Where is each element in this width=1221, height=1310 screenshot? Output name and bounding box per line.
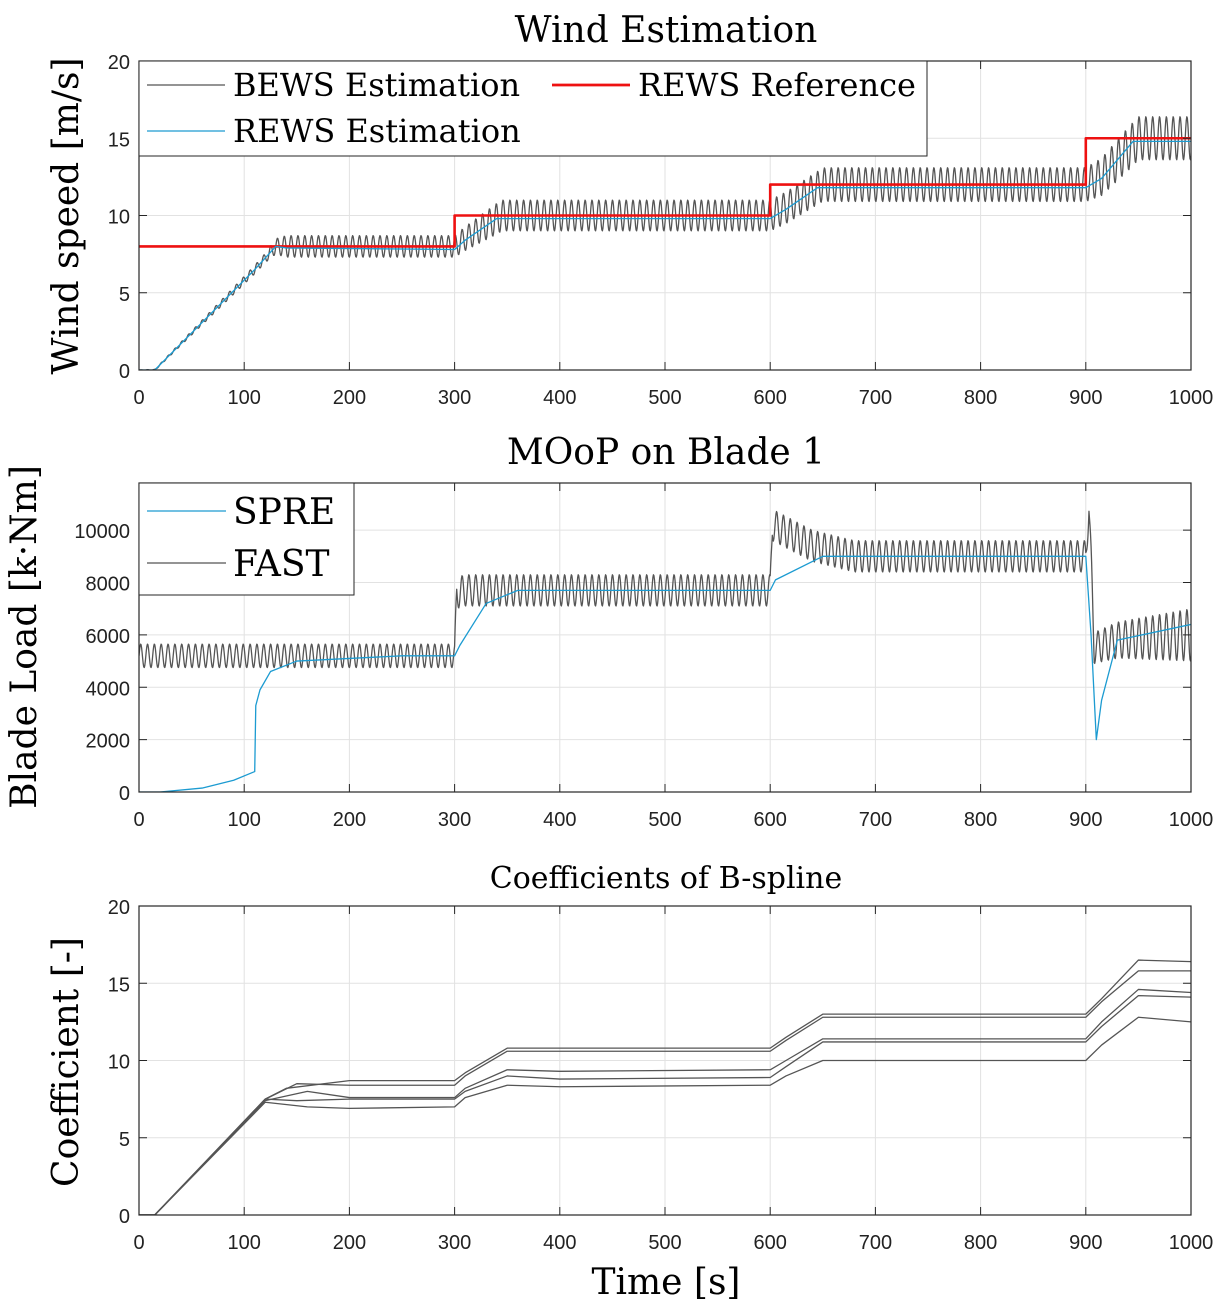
x-tick-label: 1000 [1169, 809, 1214, 831]
legend-label: REWS Estimation [233, 112, 521, 150]
legend-label: FAST [233, 544, 330, 585]
y-tick-label: 15 [108, 974, 130, 996]
x-tick-label: 0 [133, 809, 144, 831]
x-tick-label: 0 [133, 387, 144, 409]
x-tick-label: 200 [333, 809, 366, 831]
legend-box [138, 60, 928, 157]
y-tick-label: 2000 [86, 731, 131, 753]
legend-box [138, 482, 355, 596]
x-tick-label: 400 [543, 809, 576, 831]
x-tick-label: 700 [859, 387, 892, 409]
y-tick-label: 10 [108, 1052, 130, 1074]
y-tick-label: 10000 [74, 521, 130, 543]
wind-speed-axis-label: Wind speed [m/s] [46, 57, 87, 374]
y-tick-label: 4000 [86, 678, 131, 700]
x-tick-label: 400 [543, 1232, 576, 1254]
series-line-coef-3 [139, 988, 1191, 1215]
wind-estimation-panel: Wind Estimation Wind speed [m/s] 0 100 200… [46, 10, 1213, 409]
y-tick-label: 20 [108, 897, 130, 919]
series-line-fast [139, 510, 1191, 669]
moop-blade-panel: MOoP on Blade 1 Blade Load [k·Nm] 0 100 20… [4, 432, 1213, 831]
x-tick-label: 400 [543, 387, 576, 409]
x-tick-label: 100 [228, 387, 261, 409]
x-tick-label: 1000 [1169, 387, 1214, 409]
y-tick-label: 6000 [86, 626, 131, 648]
bspline-coefficients-panel: Coefficients of B-spline Coefficient [-]… [46, 861, 1213, 1303]
x-tick-label: 600 [754, 809, 787, 831]
wind-estimation-title: Wind Estimation [515, 10, 818, 51]
x-tick-label: 900 [1069, 387, 1102, 409]
coefficient-axis-label: Coefficient [-] [46, 937, 87, 1187]
x-tick-label: 300 [438, 1232, 471, 1254]
legend-label: REWS Reference [638, 66, 916, 104]
x-tick-label: 800 [964, 387, 997, 409]
legend-label: SPRE [233, 492, 335, 533]
y-tick-label: 8000 [86, 574, 131, 596]
x-tick-label: 0 [133, 1232, 144, 1254]
bspline-title: Coefficients of B-spline [490, 861, 842, 896]
series-line-rews-estimation [139, 140, 1191, 370]
x-tick-label: 800 [964, 809, 997, 831]
x-tick-label: 600 [754, 1232, 787, 1254]
series-line-spre [139, 555, 1191, 792]
x-tick-label: 200 [333, 1232, 366, 1254]
x-tick-label: 800 [964, 1232, 997, 1254]
x-tick-label: 100 [228, 1232, 261, 1254]
x-tick-label: 900 [1069, 1232, 1102, 1254]
x-tick-label: 600 [754, 387, 787, 409]
x-tick-label: 900 [1069, 809, 1102, 831]
legend-label: BEWS Estimation [233, 66, 520, 104]
blade-load-axis-label: Blade Load [k·Nm] [4, 465, 45, 809]
time-axis-label: Time [s] [592, 1262, 741, 1303]
x-tick-label: 100 [228, 809, 261, 831]
x-tick-label: 300 [438, 809, 471, 831]
x-tick-label: 500 [648, 809, 681, 831]
series-line-coef-5 [139, 1016, 1191, 1215]
x-tick-label: 500 [648, 1232, 681, 1254]
series-line-coef-2 [139, 970, 1191, 1215]
series-line-coef-4 [139, 994, 1191, 1215]
x-tick-label: 1000 [1169, 1232, 1214, 1254]
y-tick-label: 20 [108, 52, 130, 74]
y-tick-label: 5 [119, 284, 130, 306]
y-tick-label: 0 [119, 783, 130, 805]
y-tick-label: 15 [108, 129, 130, 151]
series-line-rews-reference [139, 136, 1191, 248]
y-tick-label: 0 [119, 361, 130, 383]
y-tick-label: 10 [108, 207, 130, 229]
x-tick-label: 700 [859, 809, 892, 831]
x-tick-label: 300 [438, 387, 471, 409]
x-tick-label: 700 [859, 1232, 892, 1254]
y-tick-label: 0 [119, 1206, 130, 1228]
x-tick-label: 500 [648, 387, 681, 409]
y-tick-label: 5 [119, 1129, 130, 1151]
x-tick-label: 200 [333, 387, 366, 409]
moop-blade-title: MOoP on Blade 1 [507, 432, 825, 473]
series-line-bews-estimation [139, 116, 1191, 370]
